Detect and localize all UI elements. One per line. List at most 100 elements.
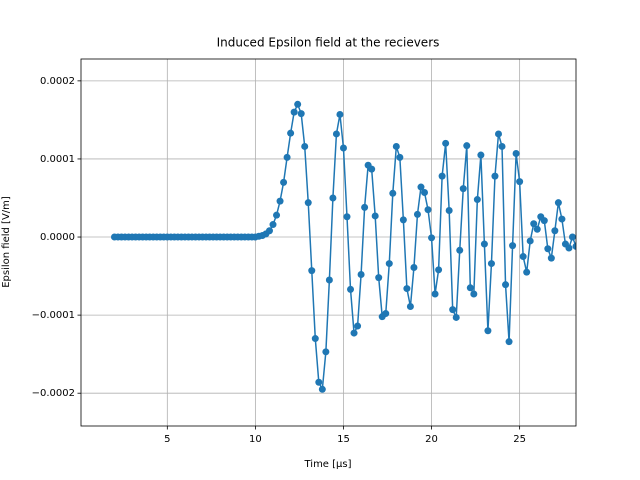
data-point: [308, 267, 316, 275]
data-point: [371, 212, 379, 220]
data-point: [385, 260, 393, 268]
data-point: [318, 385, 326, 393]
data-point: [304, 199, 312, 207]
data-point: [329, 194, 337, 202]
data-point: [265, 227, 273, 235]
data-point: [413, 210, 421, 218]
y-tick-label: 0.0002: [40, 76, 75, 87]
data-point: [431, 290, 439, 298]
data-point: [470, 290, 478, 298]
data-point: [410, 263, 418, 271]
y-tick-label: −0.0001: [32, 310, 75, 321]
data-point: [325, 276, 333, 284]
data-point: [498, 142, 506, 150]
data-point: [315, 378, 323, 386]
data-point: [290, 108, 298, 116]
data-point: [336, 110, 344, 118]
data-point: [533, 225, 541, 233]
data-point: [424, 206, 432, 214]
data-point: [392, 142, 400, 150]
data-point: [406, 303, 414, 311]
grid: [81, 59, 576, 426]
y-tick-label: 0.0001: [40, 154, 75, 165]
data-point: [273, 211, 281, 219]
data-point: [276, 197, 284, 205]
data-point: [339, 144, 347, 152]
data-point: [526, 237, 534, 245]
x-tick-label: 20: [425, 434, 438, 445]
x-tick-label: 10: [249, 434, 262, 445]
data-point: [396, 153, 404, 161]
chart-title: Induced Epsilon field at the recievers: [217, 36, 440, 50]
data-point: [343, 213, 351, 221]
ticks: 5 10 15 20 25 −0.0002 −0.0001 0.0000 0.0001 0.000…: [32, 76, 526, 445]
data-point: [509, 242, 517, 250]
x-tick-label: 15: [337, 434, 350, 445]
data-point: [505, 338, 513, 346]
y-tick-label: −0.0002: [32, 388, 75, 399]
data-point: [301, 142, 309, 150]
data-point: [463, 142, 471, 150]
data-point: [523, 268, 531, 276]
data-point: [459, 185, 467, 193]
data-point: [382, 310, 390, 318]
data-point: [487, 260, 495, 268]
data-point: [502, 281, 510, 289]
data-point: [466, 284, 474, 292]
data-point: [516, 178, 524, 186]
data-point: [442, 139, 450, 147]
y-tick-label: 0.0000: [40, 232, 75, 243]
data-point: [294, 100, 302, 108]
data-point: [354, 322, 362, 330]
x-tick-label: 5: [164, 434, 170, 445]
y-axis-label: Epsilon field [V/m]: [1, 196, 12, 288]
data-point: [554, 199, 562, 207]
plot-area: [110, 100, 576, 393]
data-point: [544, 245, 552, 253]
data-point: [480, 240, 488, 248]
data-point: [297, 110, 305, 118]
data-point: [547, 254, 555, 262]
data-point: [428, 234, 436, 242]
data-point: [551, 227, 559, 235]
data-point: [283, 153, 291, 161]
data-point: [389, 189, 397, 197]
data-point: [280, 178, 288, 186]
x-axis-label: Time [μs]: [303, 459, 351, 470]
data-point: [350, 329, 358, 337]
data-point: [357, 271, 365, 279]
data-point: [519, 253, 527, 261]
data-point: [572, 242, 576, 250]
data-point: [558, 215, 566, 223]
data-point: [530, 220, 538, 228]
data-point: [269, 221, 277, 229]
data-point: [417, 183, 425, 191]
data-point: [311, 335, 319, 343]
data-point: [347, 285, 355, 293]
data-point: [568, 233, 576, 241]
data-point: [512, 149, 520, 157]
axes-frame: [80, 58, 577, 427]
data-point: [473, 196, 481, 204]
data-point: [565, 244, 573, 252]
data-point: [456, 246, 464, 254]
x-tick-label: 25: [513, 434, 526, 445]
data-point: [445, 206, 453, 214]
data-point: [540, 217, 548, 225]
data-point: [438, 172, 446, 180]
data-point: [421, 189, 429, 197]
data-point: [484, 327, 492, 335]
data-point: [449, 306, 457, 314]
data-point: [491, 172, 499, 180]
data-point: [477, 151, 485, 159]
data-point: [403, 285, 411, 293]
data-point: [332, 130, 340, 138]
data-point: [494, 130, 502, 138]
data-point: [452, 313, 460, 321]
data-point: [435, 266, 443, 274]
data-point: [361, 203, 369, 211]
data-point: [287, 129, 295, 137]
data-point: [399, 216, 407, 224]
